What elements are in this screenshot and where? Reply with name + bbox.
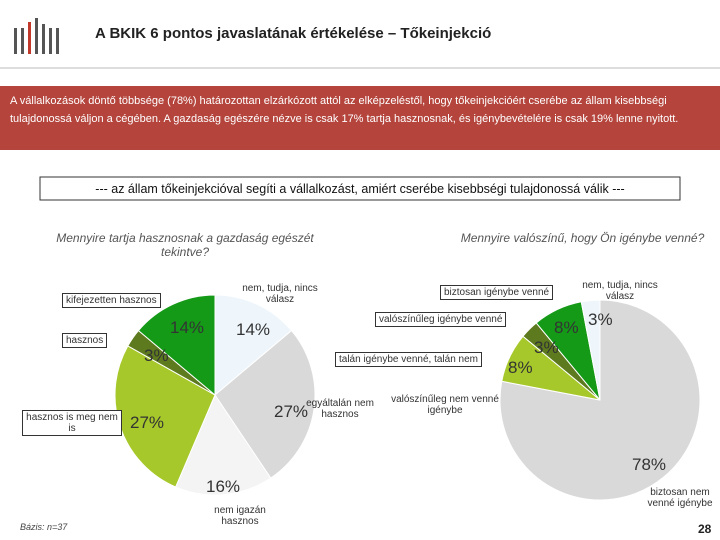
value-label: 14%	[170, 318, 205, 337]
base-note: Bázis: n=37	[20, 522, 68, 532]
value-label: 16%	[206, 477, 241, 496]
page-number: 28	[698, 522, 712, 536]
category-label: biztosan nem venné igénybe	[647, 487, 713, 509]
pie-slice	[580, 299, 601, 401]
category-label: talán igénybe venné, talán nem	[335, 352, 482, 367]
category-label: nem, tudja, nincs válasz	[582, 280, 658, 302]
category-label: hasznos is meg nem is	[22, 410, 122, 436]
slide-title: A BKIK 6 pontos javaslatának értékelése …	[95, 25, 492, 42]
summary-text: A vállalkozások döntő többsége (78%) hat…	[10, 95, 679, 125]
value-label: 3%	[588, 310, 613, 329]
statement-box	[39, 176, 681, 201]
category-label: nem, tudja, nincs válasz	[242, 283, 318, 305]
category-label: hasznos	[62, 333, 108, 348]
category-label: valószínűleg igénybe venné	[375, 312, 507, 327]
value-label: 3%	[144, 346, 169, 365]
category-label: kifejezetten hasznos	[62, 293, 161, 308]
pie-slice	[214, 329, 316, 479]
value-label: 27%	[130, 413, 165, 432]
summary-banner	[0, 86, 720, 150]
category-label: egyáltalán nem hasznos	[306, 398, 374, 420]
value-label: 14%	[236, 320, 271, 339]
logo	[14, 18, 59, 54]
value-label: 8%	[554, 318, 579, 337]
value-label: 8%	[508, 358, 533, 377]
category-label: valószínűleg nem venné igénybe	[391, 394, 499, 416]
pie-slice	[137, 294, 216, 397]
pie-title: Mennyire valószínű, hogy Ön igénybe venn…	[460, 231, 705, 245]
value-label: 27%	[274, 402, 309, 421]
category-label: biztosan igénybe venné	[440, 285, 554, 300]
pie-slice	[175, 393, 272, 496]
statement-text: --- az állam tőkeinjekcióval segíti a vá…	[95, 182, 625, 196]
pie-title: Mennyire tartja hasznosnak a gazdaság eg…	[56, 231, 314, 259]
category-label: nem igazán hasznos	[214, 505, 266, 527]
value-label: 3%	[534, 338, 559, 357]
value-label: 78%	[632, 455, 667, 474]
pie-slice	[214, 294, 293, 397]
